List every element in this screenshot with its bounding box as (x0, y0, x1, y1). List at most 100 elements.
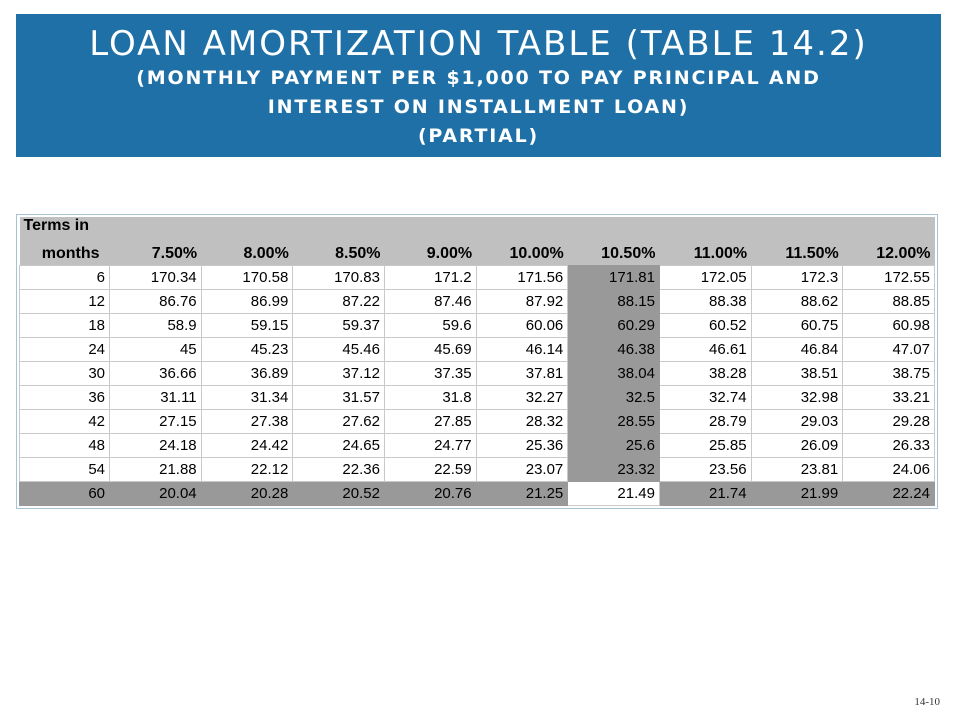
slide-subtitle-line3: (PARTIAL) (417, 125, 540, 147)
table-row: 48 24.18 24.42 24.65 24.77 25.36 25.6 25.85 26.0… (19, 433, 935, 458)
payment-cell: 21.49 (567, 481, 660, 506)
payment-cell: 46.14 (475, 337, 569, 362)
header-spacer (109, 217, 202, 241)
payment-cell: 27.38 (200, 409, 294, 434)
payment-cell: 172.05 (658, 265, 752, 290)
payment-cell: 31.34 (200, 385, 294, 410)
payment-cell: 21.74 (658, 481, 752, 506)
slide-title: LOAN AMORTIZATION TABLE (TABLE 14.2) (89, 24, 868, 64)
rate-header: 11.00% (659, 241, 752, 266)
term-header-line1: Terms in (19, 217, 110, 241)
payment-cell: 22.36 (292, 457, 385, 482)
payment-cell: 46.84 (750, 337, 844, 362)
payment-cell: 38.04 (567, 361, 660, 386)
payment-cell: 172.3 (750, 265, 844, 290)
payment-cell: 24.77 (383, 433, 477, 458)
payment-cell: 87.92 (475, 289, 569, 314)
payment-cell: 29.28 (842, 409, 935, 434)
payment-cell: 88.38 (658, 289, 752, 314)
payment-cell: 31.11 (109, 385, 202, 410)
payment-cell: 38.51 (750, 361, 844, 386)
table-row: 30 36.66 36.89 37.12 37.35 37.81 38.04 38.28 38.… (19, 361, 935, 386)
table-row: 42 27.15 27.38 27.62 27.85 28.32 28.55 28.79 29.… (19, 409, 935, 434)
term-cell: 6 (19, 265, 110, 290)
table-row: 54 21.88 22.12 22.36 22.59 23.07 23.32 23.56 23.… (19, 457, 935, 482)
payment-cell: 60.06 (475, 313, 569, 338)
term-cell: 42 (19, 409, 110, 434)
payment-cell: 22.59 (383, 457, 477, 482)
header-spacer (567, 217, 660, 241)
payment-cell: 86.76 (109, 289, 202, 314)
term-cell: 48 (19, 433, 110, 458)
payment-cell: 24.42 (200, 433, 294, 458)
term-header-line2: months (19, 241, 110, 266)
payment-cell: 32.27 (475, 385, 569, 410)
payment-cell: 26.09 (750, 433, 844, 458)
term-cell: 12 (19, 289, 110, 314)
payment-cell: 88.85 (842, 289, 935, 314)
payment-cell: 86.99 (200, 289, 294, 314)
payment-cell: 45.69 (383, 337, 477, 362)
payment-cell: 27.62 (292, 409, 385, 434)
term-cell: 54 (19, 457, 110, 482)
payment-cell: 23.81 (750, 457, 844, 482)
header-spacer (476, 217, 568, 241)
payment-cell: 45.46 (292, 337, 385, 362)
payment-cell: 171.56 (475, 265, 569, 290)
payment-cell: 60.98 (842, 313, 935, 338)
payment-cell: 38.75 (842, 361, 935, 386)
term-cell: 60 (19, 481, 110, 506)
payment-cell: 37.81 (475, 361, 569, 386)
payment-cell: 33.21 (842, 385, 935, 410)
payment-cell: 28.55 (567, 409, 660, 434)
rate-header: 10.50% (567, 241, 660, 266)
payment-cell: 21.25 (475, 481, 569, 506)
header-spacer (292, 217, 385, 241)
payment-cell: 88.15 (567, 289, 660, 314)
payment-cell: 21.99 (750, 481, 844, 506)
payment-cell: 22.12 (200, 457, 294, 482)
payment-cell: 23.07 (475, 457, 569, 482)
slide-subtitle-line1: (MONTHLY PAYMENT PER $1,000 TO PAY PRINC… (136, 67, 821, 89)
rate-header: 11.50% (751, 241, 843, 266)
payment-cell: 87.46 (383, 289, 477, 314)
payment-cell: 31.8 (383, 385, 477, 410)
payment-cell: 25.36 (475, 433, 569, 458)
payment-cell: 36.66 (109, 361, 202, 386)
payment-cell: 31.57 (292, 385, 385, 410)
payment-cell: 170.58 (200, 265, 294, 290)
payment-cell: 32.98 (750, 385, 844, 410)
payment-cell: 22.24 (842, 481, 935, 506)
table-row: 60 20.04 20.28 20.52 20.76 21.25 21.49 21.74 21.… (19, 481, 935, 506)
payment-cell: 28.79 (658, 409, 752, 434)
term-cell: 36 (19, 385, 110, 410)
payment-cell: 45 (109, 337, 202, 362)
payment-cell: 32.74 (658, 385, 752, 410)
payment-cell: 29.03 (750, 409, 844, 434)
payment-cell: 27.15 (109, 409, 202, 434)
payment-cell: 27.85 (383, 409, 477, 434)
header-spacer (751, 217, 843, 241)
payment-cell: 37.35 (383, 361, 477, 386)
payment-cell: 59.15 (200, 313, 294, 338)
payment-cell: 59.37 (292, 313, 385, 338)
term-cell: 30 (19, 361, 110, 386)
payment-cell: 60.29 (567, 313, 660, 338)
table-row: 12 86.76 86.99 87.22 87.46 87.92 88.15 88.38 88.… (19, 289, 935, 314)
rate-header: 7.50% (109, 241, 202, 266)
payment-cell: 60.75 (750, 313, 844, 338)
header-spacer (384, 217, 477, 241)
table-row: 24 45 45.23 45.46 45.69 46.14 46.38 46.61 46.84 4… (19, 337, 935, 362)
payment-cell: 170.83 (292, 265, 385, 290)
title-banner: LOAN AMORTIZATION TABLE (TABLE 14.2) (MO… (16, 14, 941, 157)
table-row: 36 31.11 31.34 31.57 31.8 32.27 32.5 32.74 32.98… (19, 385, 935, 410)
payment-cell: 171.81 (567, 265, 660, 290)
payment-cell: 28.32 (475, 409, 569, 434)
rate-header: 10.00% (476, 241, 568, 266)
payment-cell: 59.6 (383, 313, 477, 338)
payment-cell: 32.5 (567, 385, 660, 410)
payment-cell: 87.22 (292, 289, 385, 314)
payment-cell: 46.38 (567, 337, 660, 362)
payment-cell: 36.89 (200, 361, 294, 386)
payment-cell: 23.32 (567, 457, 660, 482)
